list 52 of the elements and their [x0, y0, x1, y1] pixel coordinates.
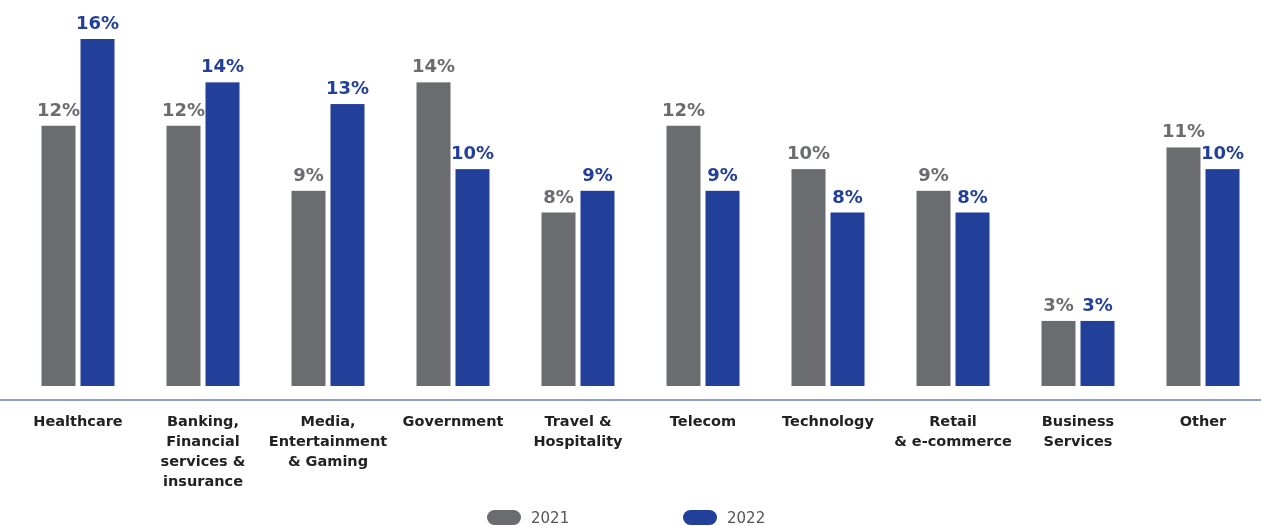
bar [580, 190, 615, 386]
data-label: 14% [200, 55, 245, 77]
bar [1041, 320, 1076, 386]
data-label: 9% [582, 163, 613, 185]
x-tick-label: Government [402, 413, 504, 429]
bar [705, 190, 740, 386]
x-tick-label: Telecom [669, 413, 737, 429]
bar [791, 169, 826, 386]
data-label: 8% [832, 185, 863, 207]
bar [166, 125, 201, 386]
data-label: 8% [543, 185, 574, 207]
bar [916, 190, 951, 386]
bar [541, 212, 576, 386]
x-tick-label: Retail & e-commerce [894, 413, 1013, 449]
bar [666, 125, 701, 386]
legend-label: 2022 [727, 509, 766, 526]
bar [455, 169, 490, 386]
x-tick-label: Media, Entertainment & Gaming [268, 413, 388, 469]
bar [41, 125, 76, 386]
data-label: 3% [1082, 293, 1113, 315]
data-label: 8% [957, 185, 988, 207]
data-label: 12% [161, 98, 206, 120]
x-tick-label: Business Services [1041, 413, 1115, 449]
bar [416, 82, 451, 386]
legend-label: 2021 [531, 509, 570, 526]
bar [291, 190, 326, 386]
x-tick-label: Healthcare [33, 413, 123, 429]
bar [1205, 169, 1240, 386]
data-label: 14% [411, 55, 456, 77]
data-label: 11% [1161, 120, 1206, 142]
bar [1080, 320, 1115, 386]
data-label: 9% [707, 163, 738, 185]
data-label: 3% [1043, 293, 1074, 315]
data-label: 10% [1200, 142, 1245, 164]
bar [1166, 147, 1201, 386]
bar [80, 39, 115, 386]
data-label: 10% [450, 142, 495, 164]
bar [830, 212, 865, 386]
x-tick-label: Other [1179, 413, 1228, 429]
data-label: 16% [75, 12, 120, 33]
data-label: 9% [918, 163, 949, 185]
x-tick-label: Travel & Hospitality [533, 413, 624, 449]
x-tick-label: Banking, Financial services & insurance [160, 413, 246, 489]
data-label: 12% [661, 98, 706, 120]
bar [205, 82, 240, 386]
x-tick-label: Technology [782, 413, 875, 429]
data-label: 9% [293, 163, 324, 185]
bar [330, 104, 365, 386]
bar [955, 212, 990, 386]
data-label: 13% [325, 77, 370, 99]
data-label: 10% [786, 142, 831, 164]
data-label: 12% [36, 98, 81, 120]
